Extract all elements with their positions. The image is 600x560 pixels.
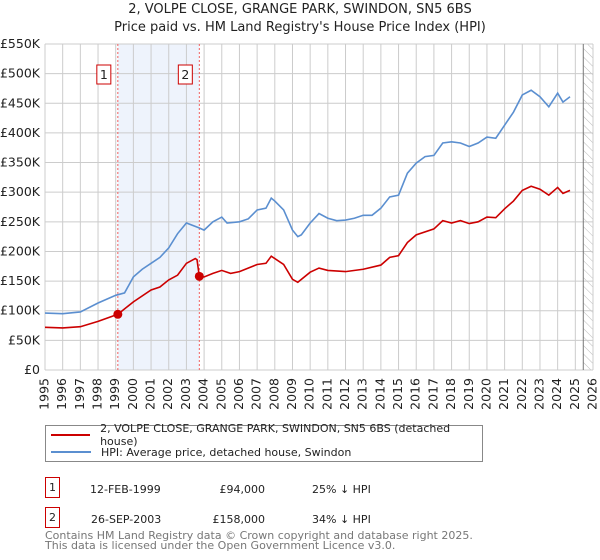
x-tick-label: 2001 (143, 378, 158, 410)
x-tick-label: 2011 (319, 378, 334, 410)
footer-line: Contains HM Land Registry data © Crown c… (45, 529, 473, 542)
x-tick-label: 2008 (266, 378, 281, 410)
footer-line: This data is licensed under the Open Gov… (45, 539, 396, 552)
footer: Contains HM Land Registry data © Crown c… (45, 529, 473, 552)
sale-point (113, 309, 123, 319)
legend-label: HPI: Average price, detached house, Swin… (101, 445, 352, 459)
y-tick-label: £200K (0, 243, 41, 258)
y-tick-label: £0 (24, 362, 40, 377)
x-tick-label: 1998 (90, 378, 105, 410)
x-tick-label: 1995 (37, 378, 52, 410)
x-tick-label: 1996 (54, 378, 69, 410)
x-tick-label: 2006 (231, 378, 246, 410)
chart-subtitle: Price paid vs. HM Land Registry's House … (114, 20, 486, 35)
y-tick-label: £400K (0, 125, 41, 140)
y-tick-label: £350K (0, 155, 41, 170)
x-tick-label: 2026 (585, 378, 600, 410)
transaction-price: £158,000 (212, 513, 266, 526)
x-tick-label: 2017 (425, 378, 440, 410)
legend-swatch-blue (51, 451, 91, 453)
y-tick-label: £100K (0, 303, 41, 318)
x-tick-label: 2012 (337, 378, 352, 410)
x-tick-label: 2002 (160, 378, 175, 410)
y-tick-label: £150K (0, 273, 41, 288)
transaction-date: 26-SEP-2003 (91, 513, 162, 526)
x-tick-label: 2015 (390, 378, 405, 410)
x-tick-label: 2003 (178, 378, 193, 410)
x-tick-label: 2016 (408, 378, 423, 410)
transaction-date: 12-FEB-1999 (90, 483, 161, 496)
shaded-period (117, 44, 200, 370)
x-tick-label: 2004 (196, 378, 211, 410)
y-tick-label: £450K (0, 95, 41, 110)
x-tick-label: 2024 (549, 378, 564, 410)
annotation-label: 1 (100, 67, 108, 82)
x-tick-label: 2010 (302, 378, 317, 410)
legend-item-hpi: HPI: Average price, detached house, Swin… (51, 444, 351, 460)
x-tick-label: 2021 (496, 378, 511, 410)
sale-point (194, 271, 204, 281)
series-line-hpi (44, 89, 571, 315)
legend-swatch-red (51, 434, 91, 436)
annotation-box (177, 64, 193, 85)
x-tick-label: 2023 (531, 378, 546, 410)
y-tick-label: £250K (0, 214, 41, 229)
legend-item-property: 2, VOLPE CLOSE, GRANGE PARK, SWINDON, SN… (51, 422, 482, 448)
x-tick-label: 2020 (478, 378, 493, 410)
plot-area: £0 £50K £100K £150K £200K £250K £300K £350K £400… (0, 36, 600, 410)
x-tick-label: 2019 (461, 378, 476, 410)
y-tick-label: £550K (0, 36, 41, 51)
y-tick-label: £500K (0, 66, 41, 81)
annotation-label: 2 (181, 67, 189, 82)
hatched-region (583, 44, 593, 370)
x-tick-label: 2018 (443, 378, 458, 410)
transaction-price: £94,000 (219, 483, 266, 496)
y-tick-label: £50K (8, 332, 41, 347)
x-tick-label: 2005 (213, 378, 228, 410)
series-line-property (44, 185, 571, 329)
x-tick-label: 2000 (125, 378, 140, 410)
legend: 2, VOLPE CLOSE, GRANGE PARK, SWINDON, SN… (45, 422, 483, 462)
y-tick-label: £300K (0, 184, 41, 199)
transaction-hpi: 25% ↓ HPI (312, 483, 371, 496)
legend-label: 2, VOLPE CLOSE, GRANGE PARK, SWINDON, SN… (100, 422, 451, 448)
chart-title: 2, VOLPE CLOSE, GRANGE PARK, SWINDON, SN… (128, 2, 472, 17)
x-tick-label: 2022 (514, 378, 529, 410)
x-tick-label: 1997 (72, 378, 87, 410)
x-tick-label: 2007 (249, 378, 264, 410)
marker-badge: 2 (45, 507, 60, 528)
x-tick-label: 1999 (107, 378, 122, 410)
x-tick-label: 2025 (567, 378, 582, 410)
x-tick-label: 2013 (355, 378, 370, 410)
annotation-box (96, 64, 112, 85)
x-tick-label: 2009 (284, 378, 299, 410)
transaction-hpi: 34% ↓ HPI (312, 513, 371, 526)
marker-badge: 1 (45, 477, 60, 498)
x-tick-label: 2014 (372, 378, 387, 410)
